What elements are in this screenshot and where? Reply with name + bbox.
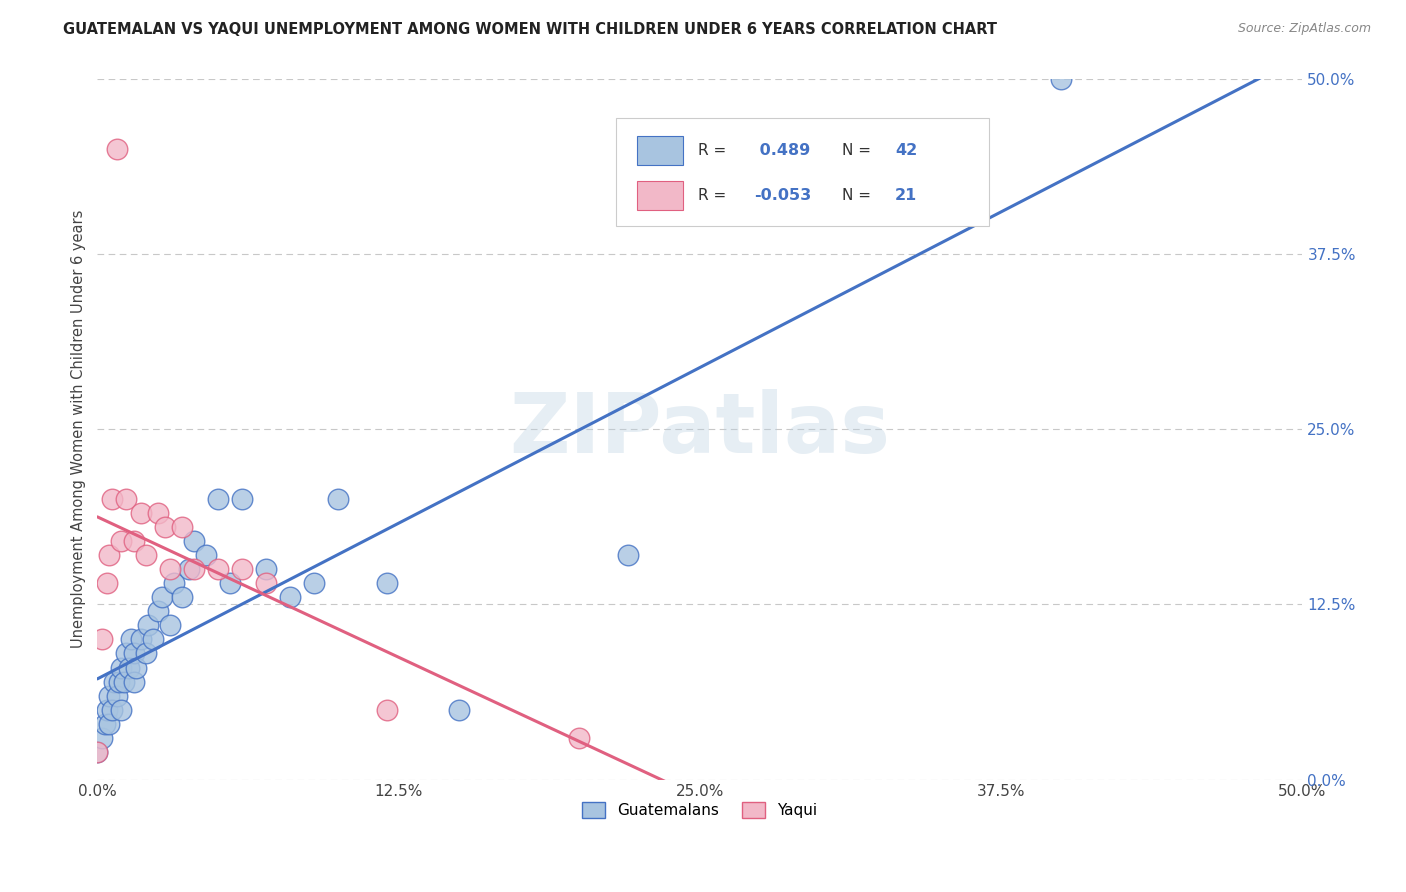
Point	[122, 647, 145, 661]
Point	[98, 689, 121, 703]
Point	[101, 702, 124, 716]
Point	[153, 520, 176, 534]
Point	[328, 492, 350, 507]
Point	[98, 716, 121, 731]
Text: N =: N =	[842, 143, 876, 158]
Text: Source: ZipAtlas.com: Source: ZipAtlas.com	[1237, 22, 1371, 36]
Point	[115, 647, 138, 661]
Point	[110, 534, 132, 549]
Text: -0.053: -0.053	[754, 188, 811, 203]
Point	[170, 520, 193, 534]
Point	[96, 702, 118, 716]
Point	[152, 591, 174, 605]
Text: 0.489: 0.489	[754, 143, 810, 158]
Point	[278, 591, 301, 605]
Point	[91, 731, 114, 745]
Point	[105, 689, 128, 703]
Point	[91, 632, 114, 647]
Point	[135, 549, 157, 563]
Text: GUATEMALAN VS YAQUI UNEMPLOYMENT AMONG WOMEN WITH CHILDREN UNDER 6 YEARS CORRELA: GUATEMALAN VS YAQUI UNEMPLOYMENT AMONG W…	[63, 22, 997, 37]
Point	[125, 660, 148, 674]
Point	[159, 618, 181, 632]
Point	[101, 492, 124, 507]
Text: ZIPatlas: ZIPatlas	[509, 389, 890, 470]
Point	[447, 702, 470, 716]
Point	[254, 562, 277, 576]
Point	[122, 534, 145, 549]
Point	[207, 562, 229, 576]
Point	[219, 576, 242, 591]
Point	[122, 674, 145, 689]
Point	[231, 492, 253, 507]
Point	[129, 632, 152, 647]
Text: N =: N =	[842, 188, 876, 203]
Point	[96, 576, 118, 591]
Point	[110, 702, 132, 716]
Point	[568, 731, 591, 745]
Point	[254, 576, 277, 591]
Point	[231, 562, 253, 576]
Point	[207, 492, 229, 507]
Point	[129, 507, 152, 521]
Point	[86, 745, 108, 759]
Bar	[637, 181, 683, 211]
Point	[616, 549, 638, 563]
Point	[177, 562, 200, 576]
Point	[304, 576, 326, 591]
Point	[108, 674, 131, 689]
Point	[118, 660, 141, 674]
Point	[159, 562, 181, 576]
Point	[146, 604, 169, 618]
Legend: Guatemalans, Yaqui: Guatemalans, Yaqui	[576, 797, 824, 824]
Point	[93, 716, 115, 731]
Text: R =: R =	[697, 143, 731, 158]
Point	[142, 632, 165, 647]
Point	[146, 507, 169, 521]
Point	[135, 647, 157, 661]
Point	[1050, 72, 1073, 87]
Point	[103, 674, 125, 689]
Point	[115, 492, 138, 507]
Point	[136, 618, 159, 632]
Point	[112, 674, 135, 689]
Point	[110, 660, 132, 674]
Text: 21: 21	[896, 188, 917, 203]
Text: R =: R =	[697, 188, 731, 203]
FancyBboxPatch shape	[616, 118, 990, 226]
Point	[163, 576, 186, 591]
Text: 42: 42	[896, 143, 917, 158]
Point	[120, 632, 142, 647]
Point	[375, 576, 398, 591]
Bar	[637, 136, 683, 165]
Point	[170, 591, 193, 605]
Point	[183, 562, 205, 576]
Point	[194, 549, 217, 563]
Point	[98, 549, 121, 563]
Point	[105, 142, 128, 156]
Point	[183, 534, 205, 549]
Y-axis label: Unemployment Among Women with Children Under 6 years: Unemployment Among Women with Children U…	[72, 211, 86, 648]
Point	[375, 702, 398, 716]
Point	[86, 745, 108, 759]
